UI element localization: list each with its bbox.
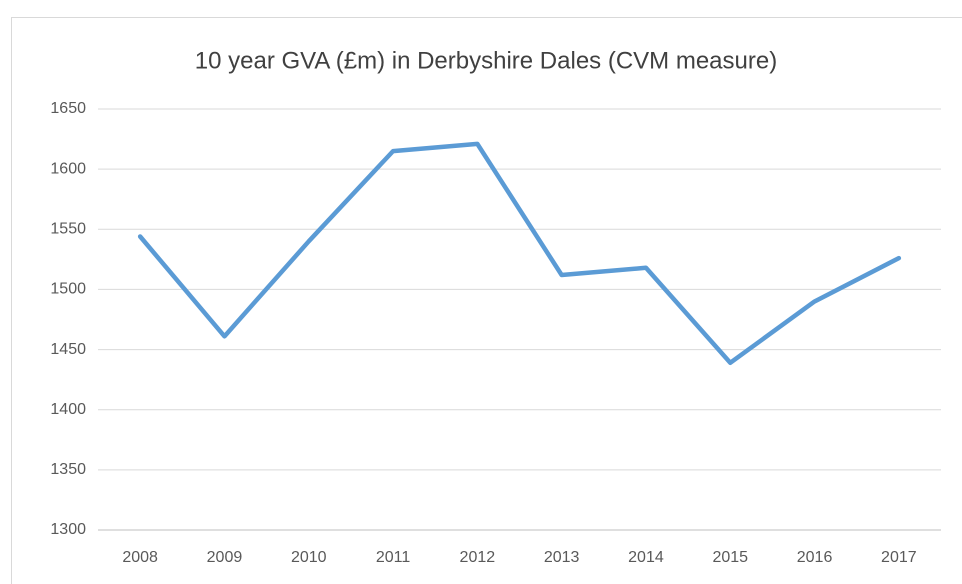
x-tick-label: 2008 bbox=[122, 549, 158, 566]
y-tick-label: 1450 bbox=[50, 341, 86, 358]
y-tick-label: 1600 bbox=[50, 160, 86, 177]
x-tick-label: 2012 bbox=[460, 549, 496, 566]
x-tick-label: 2013 bbox=[544, 549, 580, 566]
y-tick-label: 1300 bbox=[50, 521, 86, 538]
y-tick-label: 1400 bbox=[50, 401, 86, 418]
x-tick-label: 2011 bbox=[376, 549, 411, 566]
x-tick-label: 2014 bbox=[628, 549, 664, 566]
chart-title: 10 year GVA (£m) in Derbyshire Dales (CV… bbox=[195, 47, 777, 74]
y-tick-label: 1350 bbox=[50, 461, 86, 478]
line-series bbox=[137, 141, 902, 366]
x-tick-label: 2015 bbox=[712, 549, 748, 566]
chart-border bbox=[11, 17, 962, 584]
x-tick-label: 2009 bbox=[207, 549, 243, 566]
y-tick-label: 1500 bbox=[50, 281, 86, 298]
x-tick-label: 2016 bbox=[797, 549, 833, 566]
x-tick-label: 2010 bbox=[291, 549, 327, 566]
y-tick-label: 1550 bbox=[50, 221, 86, 238]
y-tick-label: 1650 bbox=[50, 100, 86, 117]
x-tick-label: 2017 bbox=[881, 549, 917, 566]
